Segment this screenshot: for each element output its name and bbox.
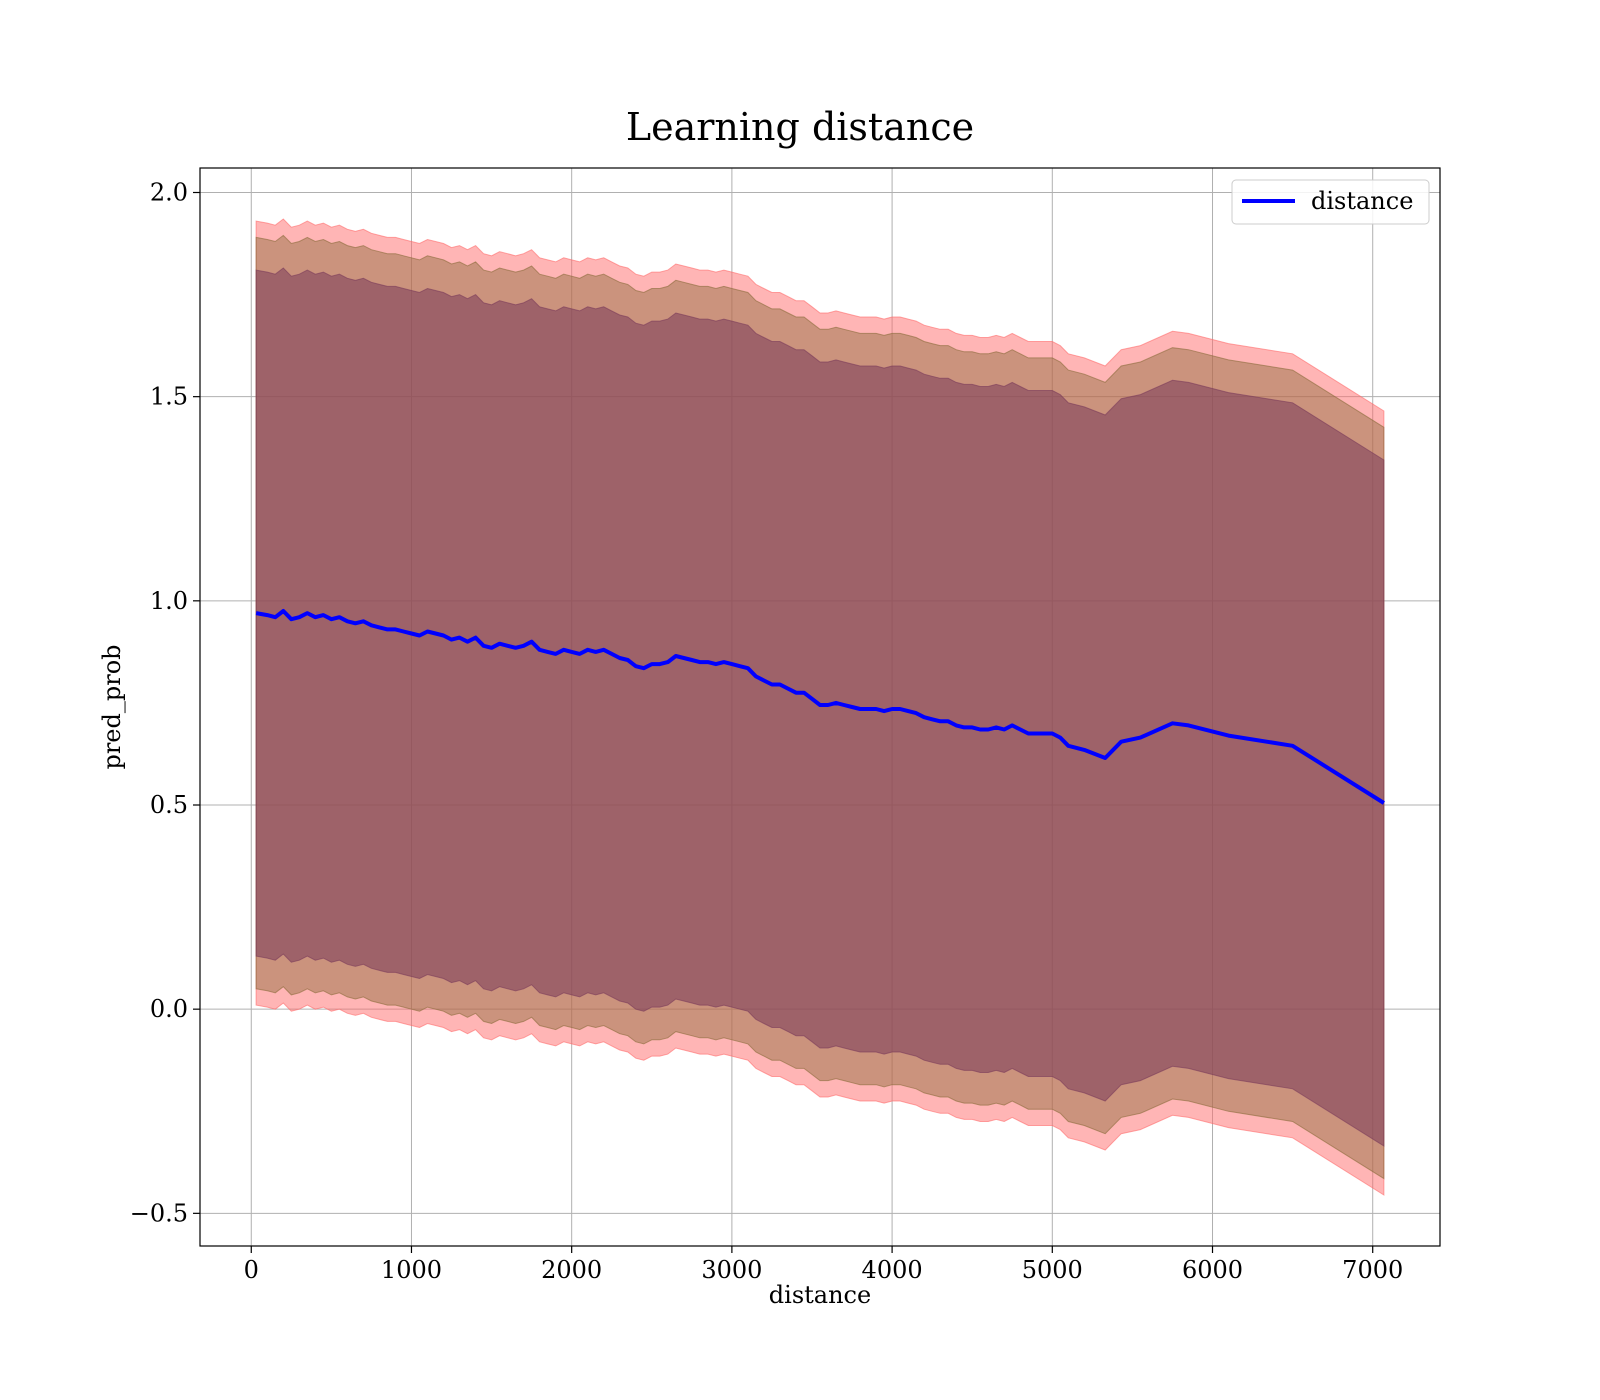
- y-tick-label: 0.0: [150, 995, 188, 1023]
- x-tick-label: 7000: [1342, 1256, 1403, 1284]
- y-tick-label: 1.5: [150, 383, 188, 411]
- x-tick-label: 1000: [381, 1256, 442, 1284]
- x-tick-label: 6000: [1182, 1256, 1243, 1284]
- x-tick-label: 3000: [701, 1256, 762, 1284]
- line-layer: [255, 609, 1385, 805]
- tick-layer: 0 1000 2000 3000 4000 5000 6000 7000 −0.5 0.0 0.5 1…: [130, 179, 1404, 1285]
- x-axis-label: distance: [769, 1281, 871, 1309]
- x-tick-label: 4000: [862, 1256, 923, 1284]
- chart-title: Learning distance: [626, 105, 974, 149]
- y-tick-label: −0.5: [130, 1199, 188, 1227]
- x-tick-label: 2000: [541, 1256, 602, 1284]
- legend-box: [1231, 179, 1430, 225]
- y-tick-label: 1.0: [150, 587, 188, 615]
- legend-entry-distance: distance: [1311, 187, 1413, 215]
- y-tick-label: 0.5: [150, 791, 188, 819]
- series-line-distance: [255, 609, 1385, 805]
- plot-frame: [199, 167, 1441, 1247]
- y-tick-label: 2.0: [150, 179, 188, 207]
- y-axis-label: pred_prob: [98, 644, 126, 769]
- legend: distance: [1231, 179, 1430, 225]
- x-tick-label: 5000: [1022, 1256, 1083, 1284]
- x-tick-label: 0: [244, 1256, 259, 1284]
